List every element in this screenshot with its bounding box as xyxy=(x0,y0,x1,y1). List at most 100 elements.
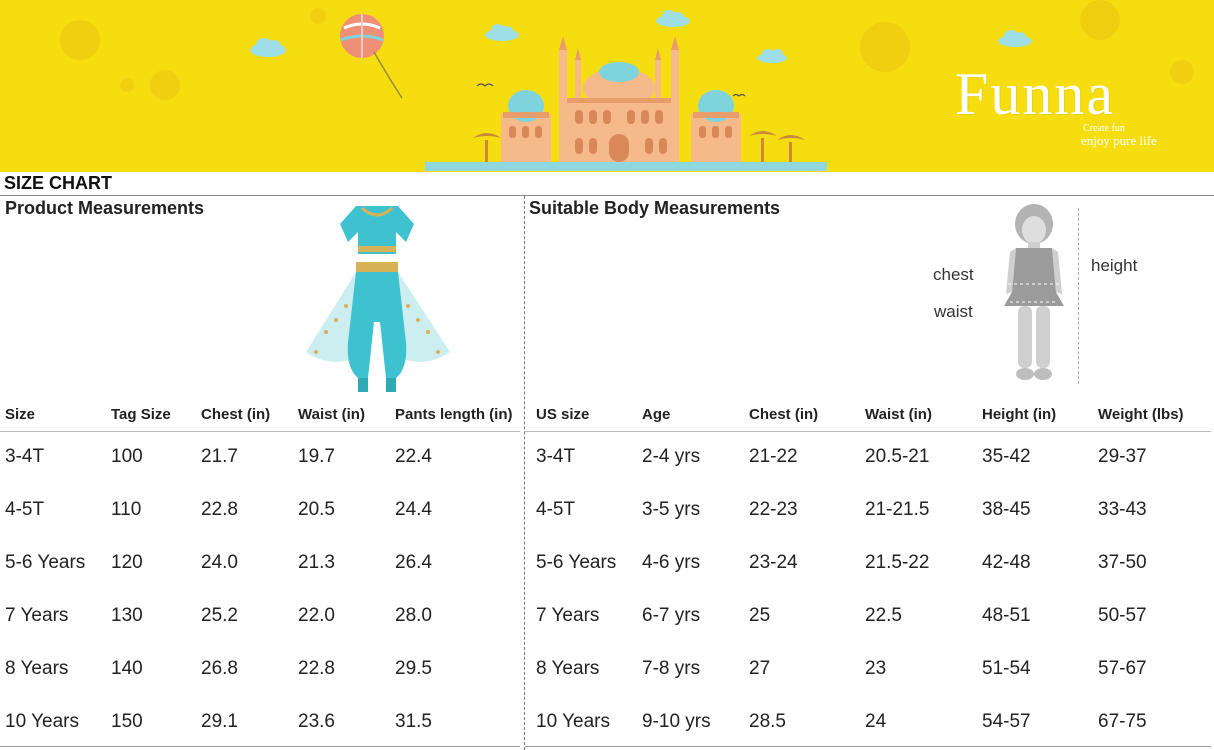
table-cell: 54-57 xyxy=(982,711,1031,732)
product-column-header: Pants length (in) xyxy=(395,406,513,423)
table-cell: 24 xyxy=(865,711,887,732)
table-cell: 130 xyxy=(111,605,143,626)
brand-logo: Funna Create fun enjoy pure life xyxy=(955,61,1200,147)
table-cell: 7 Years xyxy=(536,605,600,626)
table-cell: 25.2 xyxy=(201,605,238,626)
cloud-icon xyxy=(757,49,787,63)
table-cell: 120 xyxy=(111,552,143,573)
table-cell: 28.0 xyxy=(395,605,432,626)
cloud-icon xyxy=(998,30,1032,47)
table-cell: 7 Years xyxy=(5,605,69,626)
table-cell: 22.5 xyxy=(865,605,902,626)
cloud-icon xyxy=(485,24,519,41)
brand-name: Funna xyxy=(955,61,1115,127)
table-cell: 10 Years xyxy=(5,711,79,732)
waist-label: waist xyxy=(934,302,973,321)
table-cell: 29-37 xyxy=(1098,446,1147,467)
table-cell: 67-75 xyxy=(1098,711,1147,732)
table-cell: 150 xyxy=(111,711,143,732)
table-cell: 6-7 yrs xyxy=(642,605,701,626)
decor-bubble xyxy=(1080,0,1120,40)
product-header-divider xyxy=(0,431,520,432)
table-cell: 20.5-21 xyxy=(865,446,930,467)
body-column-header: US size xyxy=(536,406,590,423)
table-cell: 37-50 xyxy=(1098,552,1147,573)
product-bottom-divider xyxy=(0,746,520,747)
table-cell: 22.0 xyxy=(298,605,335,626)
table-cell: 26.4 xyxy=(395,552,432,573)
table-cell: 21-21.5 xyxy=(865,499,930,520)
table-cell: 21.7 xyxy=(201,446,238,467)
header-banner: Funna Create fun enjoy pure life xyxy=(0,0,1214,172)
product-column-header: Chest (in) xyxy=(201,406,271,423)
table-cell: 22.8 xyxy=(201,499,238,520)
table-cell: 22.4 xyxy=(395,446,432,467)
table-cell: 20.5 xyxy=(298,499,335,520)
body-section-title: Suitable Body Measurements xyxy=(529,198,781,218)
table-cell: 24.0 xyxy=(201,552,238,573)
decor-bubble xyxy=(60,20,100,60)
title-divider xyxy=(0,195,1214,196)
height-indicator xyxy=(1078,208,1079,384)
table-cell: 51-54 xyxy=(982,658,1031,679)
table-cell: 25 xyxy=(749,605,771,626)
body-column-header: Height (in) xyxy=(982,406,1057,423)
table-cell: 31.5 xyxy=(395,711,432,732)
table-cell: 28.5 xyxy=(749,711,786,732)
table-cell: 27 xyxy=(749,658,771,679)
table-cell: 29.5 xyxy=(395,658,432,679)
table-cell: 4-5T xyxy=(5,499,45,520)
table-cell: 4-5T xyxy=(536,499,576,520)
table-cell: 3-4T xyxy=(5,446,45,467)
product-column-header: Tag Size xyxy=(111,406,171,423)
body-bottom-divider xyxy=(525,746,1211,747)
body-column-header: Waist (in) xyxy=(865,406,932,423)
body-header-divider xyxy=(525,431,1211,432)
table-cell: 35-42 xyxy=(982,446,1031,467)
body-column-header: Weight (lbs) xyxy=(1098,406,1184,423)
table-cell: 50-57 xyxy=(1098,605,1147,626)
table-cell: 29.1 xyxy=(201,711,238,732)
decor-bubble xyxy=(310,8,326,24)
table-cell: 26.8 xyxy=(201,658,238,679)
table-cell: 23-24 xyxy=(749,552,798,573)
table-cell: 21.3 xyxy=(298,552,335,573)
table-cell: 42-48 xyxy=(982,552,1031,573)
table-cell: 9-10 yrs xyxy=(642,711,711,732)
product-section-title: Product Measurements xyxy=(5,198,205,218)
cloud-icon xyxy=(250,38,286,57)
hot-air-balloon-icon xyxy=(340,14,403,99)
table-cell: 23 xyxy=(865,658,887,679)
body-measurements-table: US size Age Chest (in) Waist (in) Height (in… xyxy=(525,400,1214,750)
section-divider xyxy=(524,196,525,750)
page-title: SIZE CHART xyxy=(4,173,112,193)
table-cell: 10 Years xyxy=(536,711,610,732)
table-cell: 21-22 xyxy=(749,446,798,467)
cloud-icon xyxy=(656,10,690,27)
table-cell: 3-4T xyxy=(536,446,576,467)
body-column-header: Chest (in) xyxy=(749,406,819,423)
table-cell: 33-43 xyxy=(1098,499,1147,520)
table-cell: 8 Years xyxy=(5,658,69,679)
table-cell: 38-45 xyxy=(982,499,1031,520)
table-cell: 3-5 yrs xyxy=(642,499,701,520)
table-cell: 110 xyxy=(111,499,142,520)
brand-tagline: Create fun xyxy=(1083,123,1125,134)
palace-illustration xyxy=(425,36,827,171)
brand-tagline-secondary: enjoy pure life xyxy=(1081,133,1157,148)
product-measurements-table: Size Tag Size Chest (in) Waist (in) Pants le… xyxy=(0,400,524,750)
table-cell: 22-23 xyxy=(749,499,798,520)
table-cell: 7-8 yrs xyxy=(642,658,701,679)
table-cell: 48-51 xyxy=(982,605,1031,626)
child-figure-image xyxy=(1004,204,1064,380)
table-cell: 19.7 xyxy=(298,446,335,467)
product-column-header: Size xyxy=(5,406,36,423)
table-cell: 22.8 xyxy=(298,658,335,679)
table-cell: 5-6 Years xyxy=(5,552,86,573)
height-label: height xyxy=(1091,256,1138,275)
product-column-header: Waist (in) xyxy=(298,406,365,423)
decor-bubble xyxy=(1170,60,1194,84)
table-cell: 5-6 Years xyxy=(536,552,617,573)
decor-bubble xyxy=(120,78,134,92)
decor-bubble xyxy=(150,70,180,100)
